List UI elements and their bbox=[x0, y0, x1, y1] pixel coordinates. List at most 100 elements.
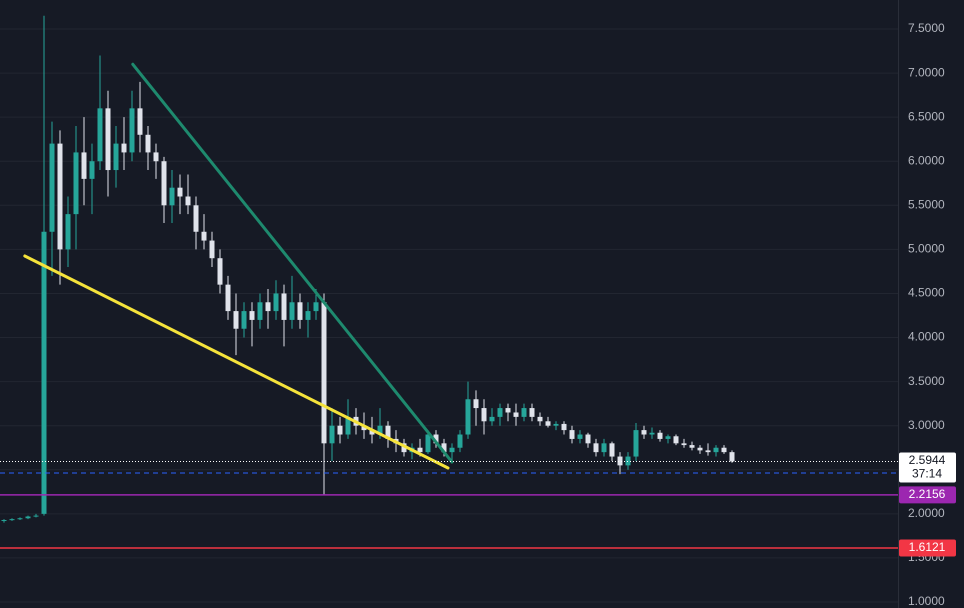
candle-body bbox=[721, 447, 727, 453]
price-label-box bbox=[899, 486, 956, 504]
candle-body bbox=[321, 302, 327, 444]
candle-body bbox=[569, 430, 575, 439]
candle-body bbox=[441, 443, 447, 453]
candle-body bbox=[161, 161, 167, 206]
candle-body bbox=[361, 425, 367, 431]
candle-body bbox=[305, 311, 311, 320]
candle-body bbox=[649, 432, 655, 435]
candle-body bbox=[225, 284, 231, 312]
y-tick-label: 7.0000 bbox=[908, 65, 945, 79]
candle-body bbox=[577, 434, 583, 439]
candle-body bbox=[617, 456, 623, 466]
candle-body bbox=[257, 302, 263, 320]
candle-body bbox=[697, 447, 703, 451]
y-tick-label: 5.5000 bbox=[908, 197, 945, 211]
candle-body bbox=[345, 416, 351, 435]
candle-body bbox=[289, 302, 295, 320]
candle-body bbox=[561, 423, 567, 431]
candle-body bbox=[425, 434, 431, 453]
trendline bbox=[23, 254, 450, 470]
price-label-box bbox=[899, 452, 956, 483]
candle-body bbox=[65, 214, 71, 250]
y-tick-label: 4.0000 bbox=[908, 330, 945, 344]
candle-body bbox=[177, 187, 183, 197]
candle-body bbox=[433, 434, 439, 444]
candle-body bbox=[529, 408, 535, 417]
y-tick-label: 1.0000 bbox=[908, 594, 945, 608]
candle-body bbox=[681, 443, 687, 446]
candle-body bbox=[601, 443, 607, 453]
y-tick-label: 3.5000 bbox=[908, 374, 945, 388]
candle-body bbox=[313, 302, 319, 312]
candle-body bbox=[17, 518, 23, 520]
candle-body bbox=[609, 443, 615, 457]
candle-body bbox=[25, 516, 31, 519]
candle-body bbox=[57, 143, 63, 250]
candle-body bbox=[417, 447, 423, 453]
candle-body bbox=[193, 205, 199, 232]
countdown-label: 37:14 bbox=[912, 467, 942, 481]
candle-body bbox=[545, 421, 551, 426]
candle-body bbox=[129, 108, 135, 153]
candle-body bbox=[449, 447, 455, 453]
candle-body bbox=[145, 134, 151, 153]
candle-body bbox=[121, 143, 127, 153]
candle-body bbox=[633, 430, 639, 457]
price-label: 2.2156 bbox=[909, 487, 946, 501]
candle-body bbox=[473, 399, 479, 409]
candle-body bbox=[209, 240, 215, 259]
price-label: 2.5944 bbox=[909, 453, 946, 467]
candle-body bbox=[105, 108, 111, 171]
y-tick-label: 3.0000 bbox=[908, 418, 945, 432]
candle-body bbox=[33, 515, 39, 517]
candle-body bbox=[537, 416, 543, 422]
y-tick-label: 6.0000 bbox=[908, 153, 945, 167]
candle-body bbox=[369, 430, 375, 435]
candle-body bbox=[249, 311, 255, 320]
candle-body bbox=[689, 445, 695, 448]
candle-body bbox=[401, 443, 407, 453]
candle-body bbox=[657, 432, 663, 439]
trendline bbox=[131, 62, 454, 464]
candle-body bbox=[9, 519, 15, 521]
candle-body bbox=[89, 161, 95, 179]
candle-body bbox=[273, 293, 279, 312]
candle-body bbox=[521, 408, 527, 417]
candle-body bbox=[505, 408, 511, 413]
candle-body bbox=[585, 434, 591, 444]
candle-body bbox=[713, 447, 719, 453]
candle-body bbox=[705, 450, 711, 453]
candle-body bbox=[201, 231, 207, 241]
candle-body bbox=[457, 434, 463, 448]
candle-body bbox=[73, 152, 79, 215]
candle-body bbox=[297, 302, 303, 320]
candle-body bbox=[265, 302, 271, 312]
candle-body bbox=[673, 436, 679, 444]
candle-body bbox=[385, 425, 391, 439]
candle-body bbox=[281, 293, 287, 320]
candle-body bbox=[81, 152, 87, 179]
candle-body bbox=[729, 452, 735, 462]
candle-body bbox=[481, 408, 487, 422]
candle-body bbox=[337, 425, 343, 435]
candle-body bbox=[665, 436, 671, 439]
candle-body bbox=[233, 311, 239, 329]
y-tick-label: 5.0000 bbox=[908, 242, 945, 256]
candle-body bbox=[113, 143, 119, 171]
candle-body bbox=[513, 412, 519, 417]
y-tick-label: 2.0000 bbox=[908, 506, 945, 520]
price-label-box bbox=[899, 539, 956, 557]
candle-body bbox=[553, 423, 559, 426]
candle-body bbox=[593, 443, 599, 453]
candle-body bbox=[217, 258, 223, 285]
candle-body bbox=[41, 231, 47, 514]
candle-body bbox=[497, 408, 503, 417]
candle-body bbox=[49, 143, 55, 232]
y-tick-label: 4.5000 bbox=[908, 286, 945, 300]
candle-body bbox=[241, 311, 247, 329]
candle-body bbox=[1, 520, 7, 522]
candle-body bbox=[97, 108, 103, 162]
candle-body bbox=[185, 196, 191, 206]
